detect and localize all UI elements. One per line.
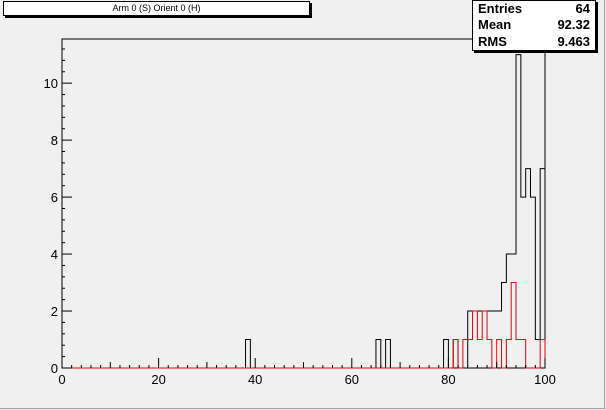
stats-value: 64: [575, 1, 590, 16]
y-tick-label: 4: [51, 247, 58, 262]
histogram-title: Arm 0 (S) Orient 0 (H): [3, 1, 310, 16]
x-tick-label: 20: [151, 372, 165, 387]
stats-key: Entries: [478, 1, 523, 16]
stats-box: Entries 64 Mean 92.32 RMS 9.463: [472, 0, 596, 51]
y-tick-label: 0: [51, 361, 58, 376]
x-tick-label: 0: [58, 372, 65, 387]
stats-row-entries: Entries 64: [478, 1, 590, 17]
stats-row-mean: Mean 92.32: [478, 17, 590, 33]
x-tick-label: 40: [248, 372, 262, 387]
x-tick-label: 100: [534, 372, 556, 387]
y-tick-label: 8: [51, 133, 58, 148]
x-tick-label: 80: [441, 372, 455, 387]
stats-key: Mean: [478, 17, 512, 32]
stats-value: 92.32: [557, 17, 590, 32]
histogram-series-line-1: [62, 282, 546, 369]
stats-row-rms: RMS 9.463: [478, 34, 590, 50]
series-layer: [62, 54, 546, 369]
stats-key: RMS: [478, 34, 507, 49]
stats-value: 9.463: [557, 34, 590, 49]
x-tick-label: 60: [345, 372, 359, 387]
y-tick-label: 2: [51, 304, 58, 319]
axis-layer: 0 20 40 60 80 100 0 2 4 6 8 10: [44, 48, 556, 387]
y-tick-label: 10: [44, 76, 58, 91]
y-tick-label: 6: [51, 190, 58, 205]
